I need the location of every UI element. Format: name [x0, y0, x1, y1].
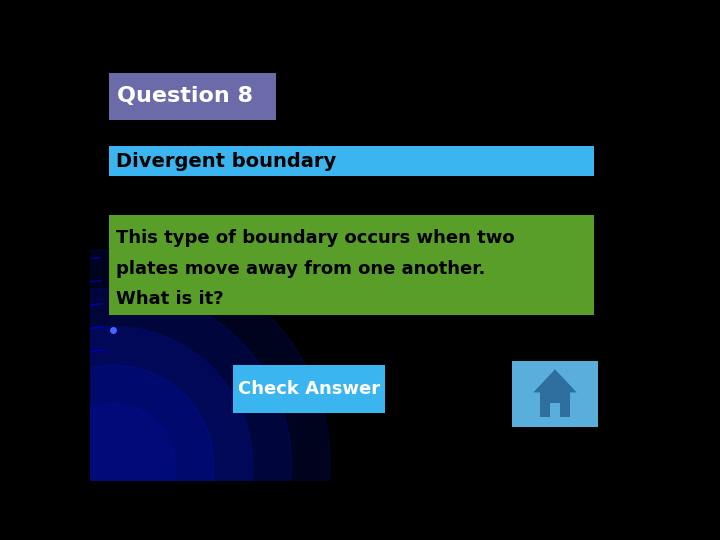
Circle shape — [0, 249, 330, 540]
Circle shape — [0, 327, 253, 540]
FancyBboxPatch shape — [109, 72, 276, 120]
FancyBboxPatch shape — [233, 365, 384, 413]
FancyBboxPatch shape — [540, 393, 570, 417]
Text: plates move away from one another.: plates move away from one another. — [116, 260, 485, 278]
Text: Check Answer: Check Answer — [238, 380, 380, 398]
Text: What is it?: What is it? — [116, 291, 223, 308]
Text: Question 8: Question 8 — [117, 86, 253, 106]
FancyBboxPatch shape — [109, 146, 594, 177]
Circle shape — [12, 365, 214, 540]
Text: This type of boundary occurs when two: This type of boundary occurs when two — [116, 229, 514, 247]
Circle shape — [51, 403, 175, 527]
Text: Divergent boundary: Divergent boundary — [116, 152, 336, 171]
FancyBboxPatch shape — [513, 361, 598, 427]
Circle shape — [0, 288, 292, 540]
FancyBboxPatch shape — [109, 215, 594, 315]
FancyBboxPatch shape — [549, 403, 560, 418]
Polygon shape — [534, 369, 577, 393]
